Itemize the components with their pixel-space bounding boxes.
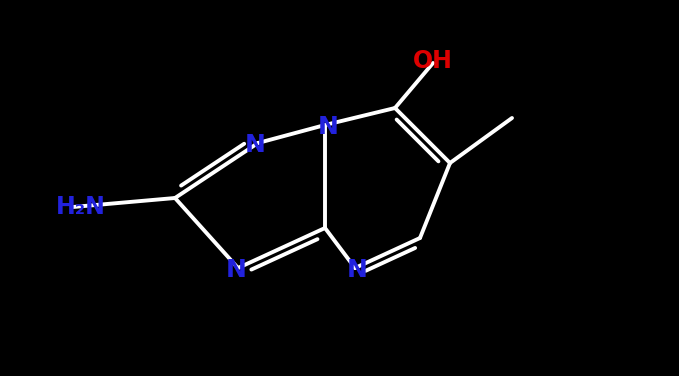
Text: N: N [244,133,265,157]
Text: OH: OH [413,49,453,73]
Text: N: N [346,258,367,282]
Text: H₂N: H₂N [56,195,106,219]
Text: N: N [318,115,338,139]
Text: N: N [225,258,246,282]
